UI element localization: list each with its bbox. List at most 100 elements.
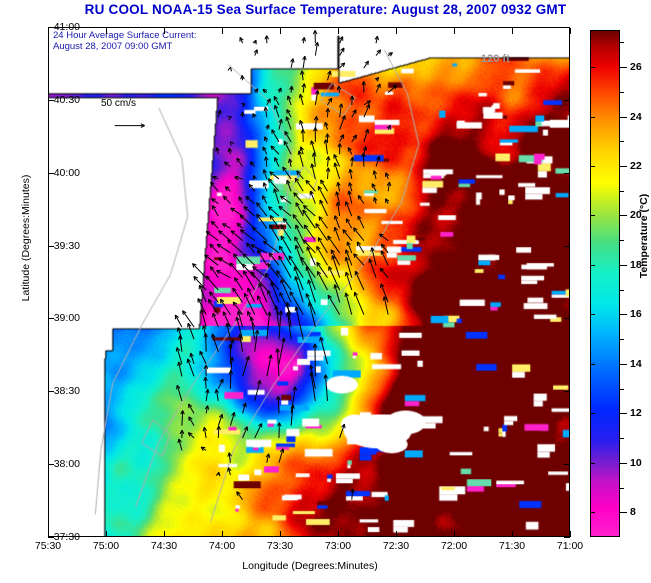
y-axis-tick-mark-right — [564, 172, 570, 174]
colorbar-tick-mark — [620, 462, 627, 464]
current-vector-arrow — [270, 145, 280, 155]
y-axis-tick-label: 39:30 — [53, 239, 80, 252]
current-vector-arrow — [236, 310, 244, 328]
current-vector-arrow — [285, 116, 292, 130]
colorbar-tick-mark — [620, 166, 627, 168]
colorbar-tick-mark — [620, 512, 627, 514]
vector-scale-label: 50 cm/s — [101, 98, 137, 109]
current-vector-arrow — [273, 104, 280, 118]
current-vector-arrow — [339, 423, 346, 439]
current-vector-arrow — [239, 214, 256, 229]
x-axis-tick-label: 72:30 — [382, 540, 410, 552]
current-vector-arrow — [284, 130, 292, 143]
x-axis-tick-label: 75:30 — [34, 540, 62, 552]
current-vector-arrow — [374, 35, 379, 44]
x-axis-tick-label: 74:30 — [150, 540, 178, 552]
current-vector-arrow — [263, 136, 269, 143]
colorbar-tick-mark — [620, 215, 627, 217]
current-vector-arrow — [239, 36, 244, 44]
current-vector-arrow — [278, 118, 283, 130]
current-vector-arrow — [372, 170, 378, 180]
current-vector-arrow — [338, 103, 344, 118]
current-vector-arrow — [303, 224, 316, 241]
current-vector-arrow — [225, 322, 231, 340]
current-vector-arrow — [229, 141, 235, 146]
colorbar-tick-mark-left — [590, 67, 595, 69]
current-vector-arrow — [274, 157, 280, 167]
current-vector-arrow — [280, 235, 292, 254]
current-vector-arrow — [201, 325, 207, 340]
current-vector-arrow — [380, 283, 389, 303]
surface-current-vectors — [114, 30, 398, 501]
y-axis-tick-mark — [48, 172, 54, 174]
x-axis-label: Longitude (Degrees:Minutes) — [242, 560, 378, 572]
colorbar-title: Temperature (°C) — [638, 193, 650, 279]
current-vector-arrow — [200, 446, 207, 451]
current-vector-arrow — [313, 116, 319, 130]
x-axis-tick-mark — [280, 531, 281, 537]
current-vector-arrow — [348, 168, 353, 180]
current-vector-arrow — [336, 85, 342, 93]
y-axis-tick-mark-right — [564, 245, 570, 247]
current-vector-arrow — [351, 134, 357, 143]
y-axis-tick-label: 39:00 — [53, 312, 80, 325]
current-vector-arrow — [297, 150, 304, 167]
current-vector-arrow — [337, 143, 342, 155]
current-vector-arrow — [216, 243, 231, 254]
current-vector-arrow — [294, 236, 304, 254]
current-vector-arrow — [256, 202, 268, 217]
current-vector-arrow — [222, 311, 231, 328]
colorbar-tick-label: 14 — [630, 357, 642, 370]
current-vector-arrow — [295, 202, 304, 217]
x-axis-tick-mark — [570, 531, 571, 537]
y-axis-tick-mark — [48, 245, 54, 247]
current-vector-arrow — [174, 314, 183, 328]
x-axis-tick-mark — [164, 531, 165, 537]
current-vector-arrow — [277, 422, 282, 439]
current-vector-arrow — [210, 220, 219, 229]
sst-map-plot: 24 Hour Average Surface Current: August … — [48, 27, 570, 537]
current-vector-arrow — [252, 113, 257, 118]
current-vector-arrow — [344, 256, 353, 278]
current-vector-arrow — [252, 266, 268, 279]
current-vector-arrow — [316, 245, 328, 266]
current-vector-arrow — [209, 291, 219, 303]
current-vector-arrow — [177, 361, 183, 377]
current-vector-arrow — [236, 157, 243, 167]
current-vector-arrow — [371, 183, 377, 192]
current-vector-arrow — [216, 269, 231, 279]
current-vector-arrow — [242, 355, 250, 377]
current-vector-arrow — [353, 291, 365, 315]
current-vector-arrow — [236, 491, 243, 501]
y-axis-tick-mark — [48, 391, 54, 393]
depth-contour-label: 120 ft — [481, 53, 510, 65]
current-vector-arrow — [380, 250, 389, 266]
current-vector-arrow — [234, 175, 243, 181]
colorbar-tick-label: 16 — [630, 308, 642, 321]
current-vector-arrow — [205, 388, 210, 402]
current-vector-arrow — [203, 364, 209, 377]
colorbar-tick-mark-left — [590, 363, 595, 365]
current-vector-arrow — [179, 429, 185, 439]
current-vector-arrow — [289, 291, 304, 315]
current-vector-arrow — [198, 284, 207, 303]
y-axis-tick-mark — [48, 537, 54, 538]
current-vector-arrow — [261, 195, 268, 204]
x-axis-tick-mark — [222, 531, 223, 537]
current-vector-arrow — [286, 95, 292, 106]
current-vector-arrow — [318, 216, 328, 229]
current-vector-arrow — [230, 207, 243, 217]
current-vector-arrow — [211, 198, 219, 205]
x-axis-tick-label: 72:00 — [440, 540, 468, 552]
current-vector-arrow — [368, 258, 377, 278]
current-vector-arrow — [361, 152, 366, 167]
current-vector-arrow — [209, 243, 219, 254]
y-axis-tick-mark-right — [564, 318, 570, 320]
current-vector-arrow — [348, 182, 353, 192]
current-vector-arrow — [280, 279, 292, 303]
current-vector-arrow — [211, 333, 219, 352]
current-vector-arrow — [293, 192, 304, 204]
current-vector-arrow — [267, 289, 280, 315]
colorbar-minor-tick — [620, 91, 624, 93]
current-vector-arrow — [227, 467, 232, 476]
